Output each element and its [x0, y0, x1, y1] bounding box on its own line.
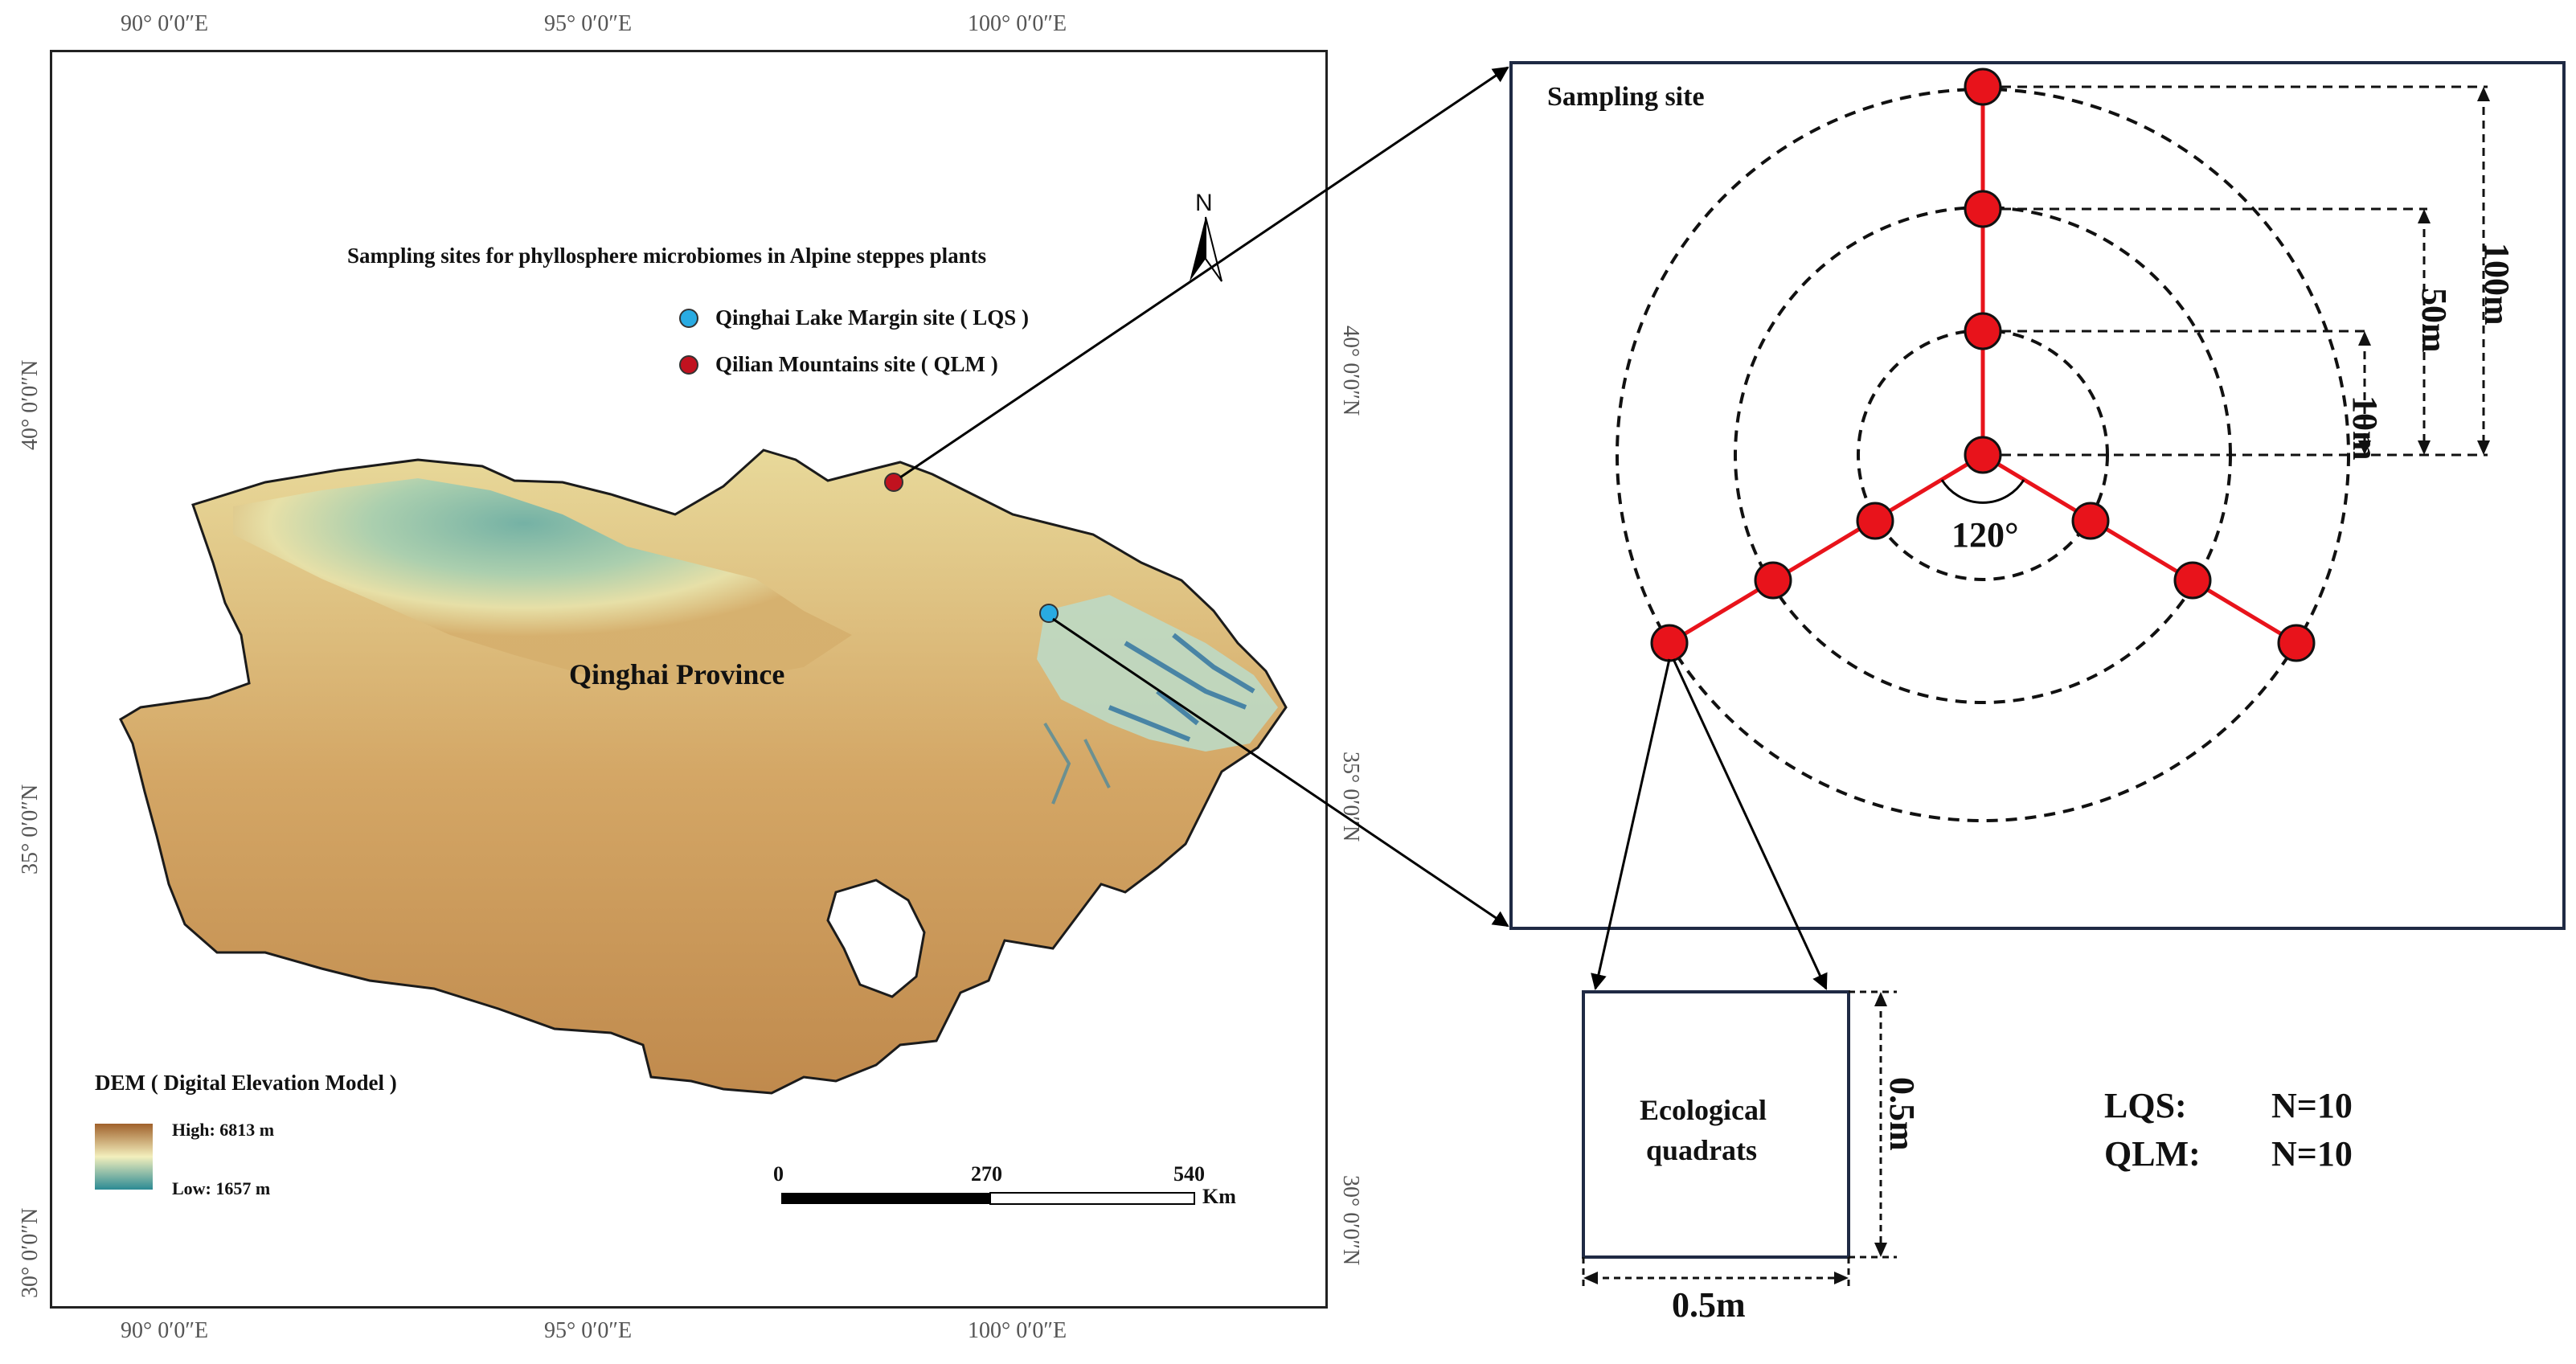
quadrat-height-label: 0.5m: [1882, 1077, 1922, 1151]
quadrat-arrow-left: [1591, 658, 1671, 990]
quadrat-arrow-right: [1672, 658, 1828, 990]
quadrat-width-label: 0.5m: [1672, 1285, 1746, 1325]
scale-tick-270: 270: [971, 1162, 1002, 1186]
dem-title: DEM ( Digital Elevation Model ): [95, 1071, 397, 1095]
diagram-title: Sampling site: [1547, 82, 1705, 112]
dimension-arrows: [2363, 93, 2485, 449]
lon-label-top-95: 95° 0′0″E: [544, 11, 633, 36]
qlm-site-marker: [884, 473, 903, 492]
point-n1: [1964, 312, 2002, 350]
legend-lqs-marker: [679, 309, 698, 328]
lon-label-bottom-100: 100° 0′0″E: [968, 1318, 1067, 1343]
dem-color-ramp: [95, 1124, 153, 1190]
scale-unit: Km: [1202, 1185, 1236, 1208]
scale-tick-540: 540: [1173, 1162, 1205, 1186]
point-n3: [1964, 68, 2002, 106]
radius-label-50m: 50m: [2414, 288, 2454, 353]
lon-label-top-100: 100° 0′0″E: [968, 11, 1067, 36]
connector-qlm: [899, 66, 1509, 479]
connector-lqs: [1052, 617, 1509, 928]
north-label: N: [1195, 190, 1213, 216]
quadrat-label-line2: quadrats: [1646, 1134, 1758, 1166]
sampling-points: [1650, 68, 2316, 662]
summary-qlm-n: N=10: [2271, 1134, 2353, 1174]
point-se1: [2071, 502, 2110, 540]
point-center: [1964, 436, 2002, 474]
qaidam-basin: [233, 478, 852, 683]
dem-high-label: High: 6813 m: [172, 1120, 275, 1140]
scale-tick-0: 0: [773, 1162, 784, 1186]
map-title: Sampling sites for phyllosphere microbio…: [347, 244, 987, 268]
point-sw3: [1650, 624, 1689, 662]
angle-arc: [1940, 479, 2025, 504]
radius-label-10m: 10m: [2345, 395, 2385, 461]
lon-label-top-90: 90° 0′0″E: [121, 11, 209, 36]
quadrat-box: [1582, 990, 1850, 1259]
point-se3: [2277, 624, 2316, 662]
legend-qlm-label: Qilian Mountains site ( QLM ): [715, 352, 998, 376]
angle-label: 120°: [1951, 515, 2019, 555]
summary-qlm-site: QLM:: [2104, 1134, 2201, 1174]
summary-lqs-site: LQS:: [2104, 1086, 2187, 1125]
lon-label-bottom-90: 90° 0′0″E: [121, 1318, 209, 1343]
eastern-river-region: [1037, 595, 1278, 752]
lqs-site-marker: [1039, 604, 1059, 623]
dimension-lines: [2001, 85, 2488, 457]
radius-label-100m: 100m: [2477, 243, 2517, 326]
province-notch: [826, 879, 926, 998]
transects: [1668, 87, 2298, 645]
legend-lqs-label: Qinghai Lake Margin site ( LQS ): [715, 305, 1030, 330]
point-sw2: [1754, 561, 1792, 600]
point-n2: [1964, 190, 2002, 228]
point-se2: [2173, 561, 2212, 600]
diagram-frame: [1509, 61, 2566, 930]
point-sw1: [1856, 502, 1894, 540]
scale-bar: [781, 1192, 1195, 1205]
province-label: Qinghai Province: [569, 658, 785, 690]
north-arrow-icon: [1190, 216, 1222, 282]
summary-lqs-n: N=10: [2271, 1086, 2353, 1125]
dem-low-label: Low: 1657 m: [172, 1178, 271, 1198]
legend-qlm-marker: [679, 355, 698, 375]
lon-label-bottom-95: 95° 0′0″E: [544, 1318, 633, 1343]
quadrat-label-line1: Ecological: [1640, 1094, 1767, 1126]
